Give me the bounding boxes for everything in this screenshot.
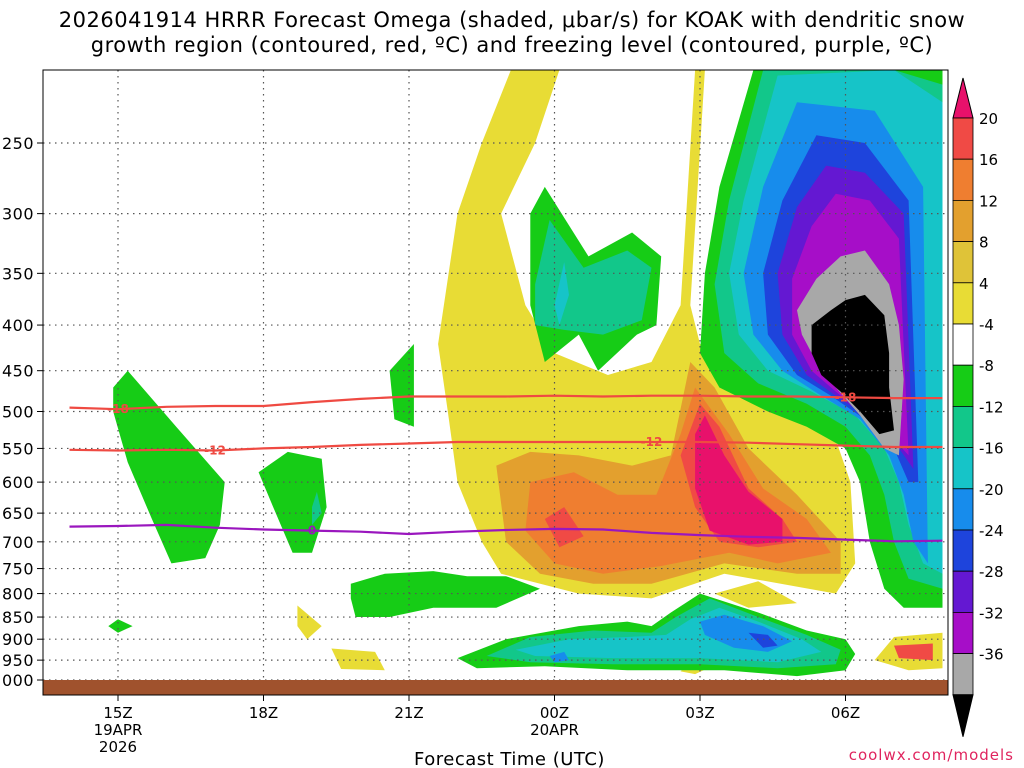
colorbar-label-1: 16 bbox=[979, 151, 998, 169]
omega-region-32 bbox=[748, 632, 778, 648]
y-tick-label-700: 700 bbox=[2, 533, 34, 552]
plot-border bbox=[42, 69, 949, 696]
colorbar-label-7: -12 bbox=[979, 398, 1004, 416]
x-tick-label-15Z-2: 2026 bbox=[99, 738, 137, 756]
contour-line-0 bbox=[69, 394, 943, 411]
colorbar-swatch-14 bbox=[952, 653, 974, 696]
omega-shaded-regions bbox=[108, 70, 943, 677]
contour-label-0-1: -18 bbox=[835, 390, 857, 404]
colorbar-swatch-13 bbox=[952, 612, 974, 655]
x-tick-label-18Z-0: 18Z bbox=[249, 704, 278, 722]
y-tick-label-1000: 1000 bbox=[0, 671, 34, 690]
colorbar: 20 16 12 8 4 -4 -8 -12 -16 -20 -24 -28 -32 -36 bbox=[952, 77, 1004, 737]
contour-line-1 bbox=[69, 440, 943, 452]
x-tick-label-15Z-1: 19APR bbox=[94, 721, 143, 739]
colorbar-label-6: -8 bbox=[979, 357, 994, 375]
y-tick-label-350: 350 bbox=[2, 264, 34, 283]
x-axis-title: Forecast Time (UTC) bbox=[414, 749, 605, 768]
colorbar-label-13: -36 bbox=[979, 646, 1004, 664]
colorbar-swatch-12 bbox=[952, 570, 974, 613]
omega-region-15 bbox=[389, 344, 414, 427]
omega-region-4 bbox=[331, 648, 385, 671]
grid-lines bbox=[43, 70, 948, 695]
colorbar-label-2: 12 bbox=[979, 192, 998, 210]
colorbar-swatch-1 bbox=[952, 117, 974, 160]
omega-region-18 bbox=[108, 619, 133, 633]
colorbar-label-8: -16 bbox=[979, 440, 1004, 458]
colorbar-swatch-11 bbox=[952, 529, 974, 572]
x-tick-label-15Z-0: 15Z bbox=[103, 704, 132, 722]
y-tick-label-400: 400 bbox=[2, 316, 34, 335]
omega-region-12 bbox=[695, 415, 783, 545]
x-tick-label-06Z-0: 06Z bbox=[831, 704, 860, 722]
x-tick-label-03Z-0: 03Z bbox=[685, 704, 714, 722]
contour-line-2 bbox=[69, 523, 943, 543]
y-tick-label-600: 600 bbox=[2, 473, 34, 492]
colorbar-swatch-2 bbox=[952, 158, 974, 201]
contour-label-1-1: -12 bbox=[641, 435, 663, 449]
omega-region-11 bbox=[894, 643, 933, 661]
colorbar-cap-top bbox=[952, 77, 974, 119]
y-tick-label-250: 250 bbox=[2, 134, 34, 153]
temperature-contours: -18 -18 -12 -12 0 bbox=[69, 390, 943, 543]
y-tick-label-650: 650 bbox=[2, 504, 34, 523]
y-tick-label-450: 450 bbox=[2, 362, 34, 381]
colorbar-swatch-3 bbox=[952, 199, 974, 242]
ground-strip bbox=[43, 680, 948, 695]
colorbar-swatch-6 bbox=[952, 323, 974, 366]
y-tick-label-550: 550 bbox=[2, 439, 34, 458]
omega-region-10 bbox=[544, 507, 584, 548]
y-tick-label-800: 800 bbox=[2, 585, 34, 604]
y-tick-label-950: 950 bbox=[2, 651, 34, 670]
ground-rect bbox=[43, 680, 948, 695]
colorbar-swatch-7 bbox=[952, 364, 974, 407]
y-tick-label-750: 750 bbox=[2, 560, 34, 579]
omega-region-26 bbox=[554, 262, 569, 326]
contour-label-1-0: -12 bbox=[204, 444, 226, 458]
contour-label-0-0: -18 bbox=[107, 402, 129, 416]
x-tick-label-00Z-1: 20APR bbox=[530, 721, 579, 739]
y-tick-label-300: 300 bbox=[2, 205, 34, 224]
colorbar-swatch-9 bbox=[952, 447, 974, 490]
colorbar-label-0: 20 bbox=[979, 110, 998, 128]
plot-frame bbox=[42, 69, 949, 696]
colorbar-label-12: -32 bbox=[979, 604, 1004, 622]
x-tick-label-00Z-0: 00Z bbox=[540, 704, 569, 722]
omega-region-1 bbox=[714, 581, 797, 608]
colorbar-swatch-5 bbox=[952, 282, 974, 325]
omega-region-3 bbox=[297, 605, 322, 640]
colorbar-label-5: -4 bbox=[979, 316, 994, 334]
chart-title-line-1: 2026041914 HRRR Forecast Omega (shaded, … bbox=[58, 8, 966, 32]
colorbar-swatch-4 bbox=[952, 241, 974, 284]
omega-region-22 bbox=[312, 491, 322, 525]
y-tick-label-500: 500 bbox=[2, 403, 34, 422]
omega-region-17 bbox=[258, 451, 327, 553]
colorbar-swatch-8 bbox=[952, 405, 974, 448]
colorbar-label-3: 8 bbox=[979, 234, 989, 252]
y-tick-label-850: 850 bbox=[2, 608, 34, 627]
colorbar-swatch-10 bbox=[952, 488, 974, 531]
omega-region-16 bbox=[113, 370, 225, 564]
omega-region-36 bbox=[811, 294, 894, 435]
contour-label-2-0: 0 bbox=[308, 524, 316, 538]
y-tick-label-900: 900 bbox=[2, 630, 34, 649]
colorbar-label-10: -24 bbox=[979, 522, 1004, 540]
site-credit: coolwx.com/models bbox=[848, 746, 1014, 764]
y-axis: 250 300 350 400 450 500 550 600 650 700 750 800 850 9… bbox=[0, 134, 43, 690]
colorbar-label-4: 4 bbox=[979, 275, 989, 293]
x-tick-label-21Z-0: 21Z bbox=[394, 704, 423, 722]
colorbar-label-9: -20 bbox=[979, 481, 1004, 499]
chart-title-line-2: growth region (contoured, red, ºC) and f… bbox=[90, 33, 934, 57]
colorbar-label-11: -28 bbox=[979, 563, 1004, 581]
colorbar-cap-bottom bbox=[952, 694, 974, 737]
